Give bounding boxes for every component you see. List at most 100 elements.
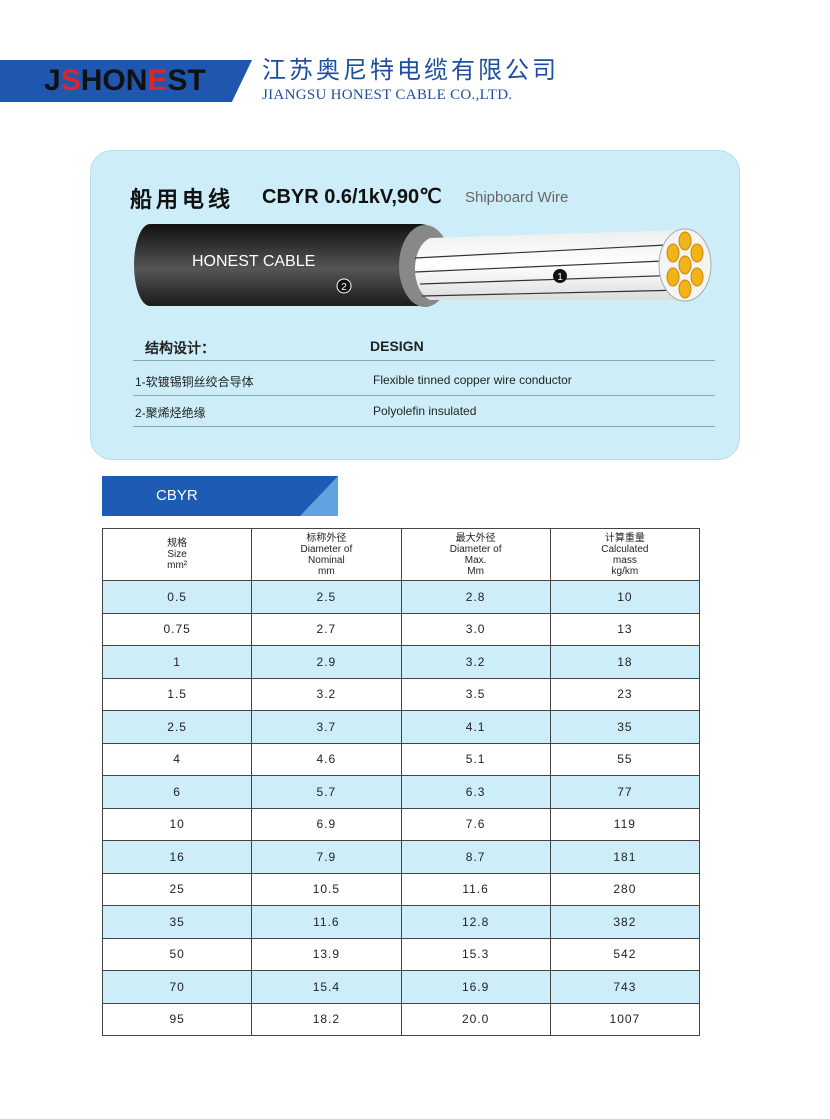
table-row: 10 6.9 7.6 119 [101, 807, 701, 841]
table-cell: 2.7 [251, 612, 402, 646]
table-row: 50 13.9 15.3 542 [101, 937, 701, 971]
table-cell: 10 [549, 580, 701, 614]
logo-banner [0, 60, 252, 102]
table-cell: 1007 [549, 1002, 701, 1036]
product-model: CBYR 0.6/1kV,90℃ [262, 186, 442, 208]
table-row: 6 5.7 6.3 77 [101, 775, 701, 809]
table-cell: 743 [549, 970, 701, 1004]
table-cell: 16.9 [400, 970, 551, 1004]
header-line: mm² [167, 560, 188, 571]
table-cell: 18 [549, 645, 701, 679]
table-cell: 4.1 [400, 710, 551, 744]
table-row: 25 10.5 11.6 280 [101, 872, 701, 906]
table-cell: 20.0 [400, 1002, 551, 1036]
table-cell: 6 [101, 775, 253, 809]
design-header: 结构设计： DESIGN [133, 326, 715, 361]
header-line: Size [167, 549, 187, 560]
table-cell: 3.2 [251, 677, 402, 711]
table-cell: 0.75 [101, 612, 253, 646]
section-tab [102, 476, 338, 516]
company-name-en: JIANGSU HONEST CABLE CO.,LTD. [262, 87, 513, 103]
table-cell: 3.0 [400, 612, 551, 646]
table-cell: 1 [101, 645, 253, 679]
table-cell: 2.5 [251, 580, 402, 614]
header-line: 规格 [167, 538, 188, 549]
cable-print: HONEST CABLE [192, 253, 315, 270]
header-line: 最大外径 [455, 532, 496, 544]
table-cell: 3.7 [251, 710, 402, 744]
header-line: 标称外径 [306, 532, 347, 544]
column-header: 最大外径 Diameter of Max. Mm [400, 528, 551, 581]
header-line: Nominal [308, 554, 345, 566]
table-cell: 11.6 [251, 905, 402, 939]
header-line: Calculated [601, 543, 649, 555]
table-cell: 16 [101, 840, 253, 874]
design-item-en: Flexible tinned copper wire conductor [373, 373, 572, 387]
table-cell: 2.8 [400, 580, 551, 614]
column-header: 标称外径 Diameter of Nominal mm [251, 528, 402, 581]
design-item-cn: 2-聚烯烃绝缘 [135, 406, 206, 420]
conductor [414, 230, 685, 300]
design-heading-cn: 结构设计： [145, 340, 215, 356]
table-cell: 55 [549, 742, 701, 776]
table-cell: 119 [549, 807, 701, 841]
table-cell: 7.6 [400, 807, 551, 841]
table-cell: 542 [549, 937, 701, 971]
column-header: 计算重量 Calculated mass kg/km [549, 528, 701, 581]
table-cell: 23 [549, 677, 701, 711]
product-title-cn: 船用电线 [130, 188, 235, 213]
table-row: 0.75 2.7 3.0 13 [101, 612, 701, 646]
header-line: mass [612, 554, 637, 566]
table-cell: 35 [549, 710, 701, 744]
table-cell: 15.3 [400, 937, 551, 971]
logo: JSHONEST [44, 64, 206, 97]
table-cell: 11.6 [400, 872, 551, 906]
table-cell: 77 [549, 775, 701, 809]
table-row: 1 2.9 3.2 18 [101, 645, 701, 679]
table-cell: 2.9 [251, 645, 402, 679]
table-cell: 181 [549, 840, 701, 874]
table-cell: 1.5 [101, 677, 253, 711]
table-cell: 3.2 [400, 645, 551, 679]
table-cell: 4.6 [251, 742, 402, 776]
design-row: 1-软镀锡铜丝绞合导体 Flexible tinned copper wire … [133, 361, 715, 396]
table-row: 16 7.9 8.7 181 [101, 840, 701, 874]
table-cell: 25 [101, 872, 253, 906]
table-cell: 0.5 [101, 580, 253, 614]
jacket-insulation [134, 224, 448, 306]
table-row: 95 18.2 20.0 1007 [101, 1002, 701, 1036]
table-cell: 18.2 [251, 1002, 402, 1036]
table-row: 4 4.6 5.1 55 [101, 742, 701, 776]
section-tab-label: CBYR [156, 487, 198, 504]
table-row: 35 11.6 12.8 382 [101, 905, 701, 939]
table-row: 70 15.4 16.9 743 [101, 970, 701, 1004]
table-cell: 70 [101, 970, 253, 1004]
marker-2: 2 [341, 282, 347, 293]
design-item-en: Polyolefin insulated [373, 404, 477, 418]
product-title-en: Shipboard Wire [465, 189, 569, 206]
table-cell: 50 [101, 937, 253, 971]
table-cell: 2.5 [101, 710, 253, 744]
company-name-cn: 江苏奥尼特电缆有限公司 [262, 56, 559, 84]
table-cell: 15.4 [251, 970, 402, 1004]
table-cell: 382 [549, 905, 701, 939]
table-cell: 10 [101, 807, 253, 841]
table-row: 2.5 3.7 4.1 35 [101, 710, 701, 744]
table-cell: 8.7 [400, 840, 551, 874]
design-heading-en: DESIGN [370, 338, 424, 354]
table-cell: 280 [549, 872, 701, 906]
marker-1: 1 [557, 272, 563, 283]
design-item-cn: 1-软镀锡铜丝绞合导体 [135, 375, 254, 389]
header-line: kg/km [611, 565, 639, 577]
table-cell: 3.5 [400, 677, 551, 711]
design-row: 2-聚烯烃绝缘 Polyolefin insulated [133, 392, 715, 427]
table-cell: 12.8 [400, 905, 551, 939]
header-line: Max. [464, 554, 487, 566]
table-row: 1.5 3.2 3.5 23 [101, 677, 701, 711]
table-cell: 10.5 [251, 872, 402, 906]
table-cell: 4 [101, 742, 253, 776]
strands [666, 231, 704, 299]
table-cell: 7.9 [251, 840, 402, 874]
table-cell: 35 [101, 905, 253, 939]
table-header: 规格 Size mm² 标称外径 Diameter of Nominal mm 最大外径 Dia… [101, 528, 701, 581]
